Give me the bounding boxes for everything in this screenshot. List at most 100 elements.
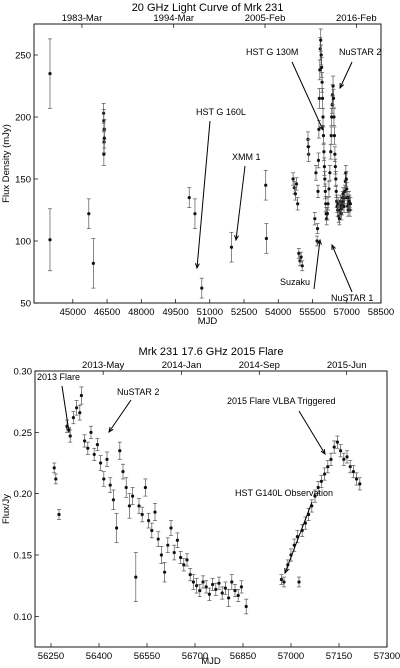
data-point [320,80,324,84]
y-tick-label: 100 [15,237,31,248]
data-point [244,604,248,609]
data-point [115,526,119,530]
data-point [355,477,359,481]
annotation-label: 2013 Flare [37,372,80,382]
annotation-arrow [298,410,326,455]
data-point [230,580,234,584]
light-curve-chart: 20 GHz Light Curve of Mrk 231 45000 46500 4… [1,2,394,327]
data-point [182,563,186,567]
data-point [315,227,320,231]
data-point [320,96,325,100]
data-point [291,177,295,181]
data-point [233,588,237,593]
annotation-label: NuSTAR 2 [339,47,381,57]
data-point [188,573,192,577]
data-point [332,445,336,449]
data-point [198,588,202,593]
data-point [328,171,332,175]
data-point [185,558,189,562]
data-point [111,498,115,502]
x-tick-label: 46500 [94,307,120,318]
data-point [331,96,336,100]
y-tick-label: 0.10 [14,612,33,623]
x-tick-label: 57000 [334,307,360,318]
annotation-label: HST G 160L [196,107,246,117]
data-point [92,452,96,457]
x-axis-label: MJD [201,656,221,667]
annotation-arrow [339,61,353,89]
data-point [79,393,83,398]
data-point [327,187,331,191]
data-point [344,177,348,181]
data-point [214,587,218,591]
data-point [294,182,299,186]
top-tick-label: 2014-Sep [239,360,280,371]
data-point [89,430,93,434]
data-point [264,236,268,241]
flare-chart: Mrk 231 17.6 GHz 2015 Flare 56250 56400 565… [1,346,400,667]
data-point [323,189,327,193]
x-tick-label: 48000 [128,307,154,318]
data-point [156,537,160,541]
arrow-head [331,243,336,251]
annotation-arrow [108,399,132,433]
data-point [358,482,362,486]
y-tick-label: 250 [15,51,31,62]
top-tick-label: 2005-Feb [245,13,286,24]
data-point [333,152,337,156]
data-point [293,192,297,196]
data-point [204,585,208,589]
data-point [127,504,131,508]
x-tick-label: 57000 [278,651,304,662]
arrow-head [65,427,71,434]
data-point [118,449,122,453]
x-tick-label: 58500 [368,307,394,318]
x-tick-label: 49500 [162,307,188,318]
data-point [342,204,346,208]
data-point [341,192,345,196]
data-point [91,261,95,265]
chart-title: Mrk 231 17.6 GHz 2015 Flare [139,346,284,358]
data-point [75,406,79,410]
data-point [316,485,320,490]
plot-frame [33,23,382,304]
data-point [330,115,334,119]
data-point [48,72,52,76]
data-points [47,28,353,299]
data-point [57,512,61,517]
data-point [223,586,227,590]
x-tick-label: 56850 [230,651,256,662]
data-point [54,477,58,481]
data-point [348,202,353,206]
data-point [227,596,231,600]
data-point [320,65,324,69]
data-point [207,592,211,596]
data-point [334,177,338,181]
data-point [187,196,191,200]
y-tick-label: 50 [20,299,31,310]
data-point [71,416,75,420]
y-tick-label: 150 [15,175,31,186]
top-tick-label: 2014-Jan [162,360,202,371]
data-point [300,264,304,268]
data-point [348,465,352,469]
data-point [201,580,205,584]
data-point [337,217,342,221]
data-point [326,202,330,206]
data-point [335,440,339,444]
data-point [121,469,125,474]
top-tick-label: 1983-Mar [62,13,103,24]
annotation-label: HST G140L Observation [235,488,333,498]
data-point [147,519,151,523]
data-point [169,526,173,530]
y-tick-label: 0.25 [14,428,33,439]
arrow-head [108,427,114,434]
data-point [299,255,303,259]
data-point [159,553,163,557]
data-point [239,585,243,589]
data-point [342,457,346,461]
data-point [87,212,91,216]
y-tick-label: 0.20 [14,489,33,500]
data-point [351,469,355,474]
x-tick-label: 45000 [60,307,86,318]
